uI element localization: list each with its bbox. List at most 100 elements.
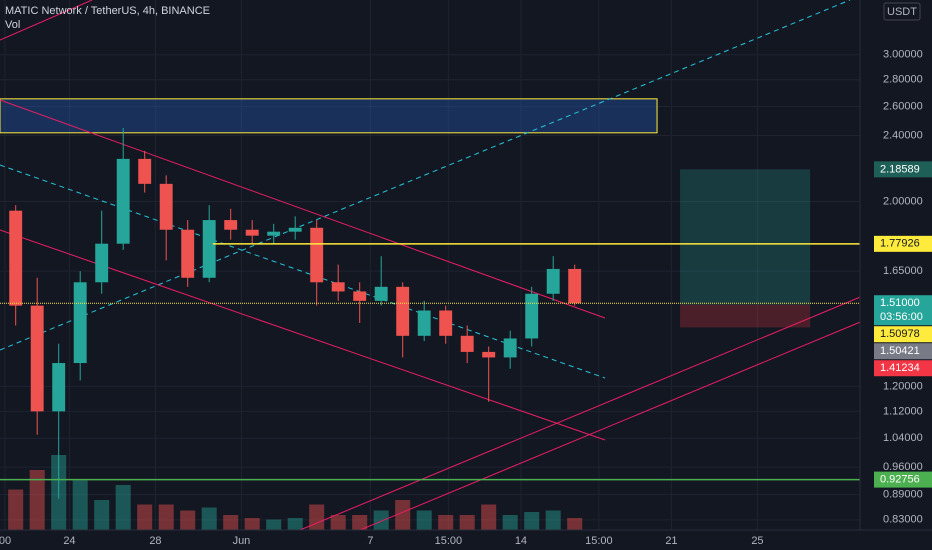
volume-bar xyxy=(287,518,303,530)
candles xyxy=(9,128,582,499)
price-tag xyxy=(874,235,932,252)
candle-body xyxy=(138,158,152,184)
x-tick-label: 24 xyxy=(63,535,75,547)
price-tag-text: 2.18589 xyxy=(880,163,920,175)
chart-title: MATIC Network / TetherUS, 4h, BINANCE xyxy=(5,5,210,17)
y-tick-label: 1.12000 xyxy=(883,405,923,417)
y-tick-label: 1.20000 xyxy=(883,380,923,392)
volume-bar xyxy=(115,485,131,530)
candle-body xyxy=(417,310,431,336)
y-tick-label: 2.00000 xyxy=(883,195,923,207)
volume-bar xyxy=(330,515,346,530)
channel-line xyxy=(0,99,606,319)
y-tick-label: 2.80000 xyxy=(883,74,923,86)
y-tick-label: 0.89000 xyxy=(883,488,923,500)
candle-body xyxy=(482,351,496,358)
x-tick-label: 00 xyxy=(0,535,11,547)
volume-bar xyxy=(373,510,389,530)
x-tick-label: 14 xyxy=(515,535,527,547)
volume-bar xyxy=(502,515,518,530)
volume-bar xyxy=(201,507,217,530)
axis-bg xyxy=(860,0,932,550)
trend-line xyxy=(0,0,851,351)
highlight-box xyxy=(0,98,658,134)
candle-body xyxy=(95,243,109,283)
candle-body xyxy=(503,338,517,358)
y-tick-label: 0.96000 xyxy=(883,461,923,473)
unit[interactable]: USDT xyxy=(887,6,917,18)
price-tag xyxy=(874,343,932,360)
price-tag xyxy=(874,326,932,343)
candle-body xyxy=(568,268,582,304)
volume xyxy=(8,455,583,530)
trend-line xyxy=(299,292,871,531)
price-tag xyxy=(874,360,932,377)
candle-body xyxy=(353,291,367,301)
candle-body xyxy=(310,227,324,283)
levels xyxy=(0,243,860,481)
volume-bar xyxy=(29,470,45,530)
x-tick-label: 21 xyxy=(665,535,677,547)
price-tag-text: 1.50421 xyxy=(880,345,920,357)
price-tag xyxy=(874,295,932,326)
volume-bar xyxy=(481,504,497,530)
candle-body xyxy=(116,158,130,244)
candle-body xyxy=(159,183,173,230)
y-tick-label: 0.83000 xyxy=(883,514,923,526)
candle-body xyxy=(9,210,23,306)
price-tag xyxy=(874,471,932,488)
price-tag xyxy=(874,161,932,178)
position-target xyxy=(680,169,811,305)
volume-bar xyxy=(309,504,325,530)
volume-bar xyxy=(352,515,368,530)
volume-bar xyxy=(524,512,540,530)
candle-body xyxy=(331,282,345,292)
candle-body xyxy=(460,335,474,352)
volume-bar xyxy=(72,480,88,530)
x-tick-label: 7 xyxy=(367,535,373,547)
candle-body xyxy=(374,286,388,301)
candle-body xyxy=(525,293,539,339)
x-tick-label: 28 xyxy=(149,535,161,547)
y-tick-label: 2.60000 xyxy=(883,100,923,112)
x-tick-label: Jun xyxy=(233,535,251,547)
price-tag-text: 1.50978 xyxy=(880,328,920,340)
volume-bar xyxy=(158,504,174,530)
candle-body xyxy=(52,363,66,412)
price-tag-text: 0.92756 xyxy=(880,474,920,486)
candle-body xyxy=(267,231,281,236)
price-tag-text: 1.51000 xyxy=(880,297,920,309)
price-tag-text: 03:56:00 xyxy=(880,311,923,323)
unit-box[interactable] xyxy=(883,2,921,21)
y-tick-label: 3.00000 xyxy=(883,49,923,61)
candle-body xyxy=(288,227,302,232)
volume-bar xyxy=(459,515,475,530)
channel-line xyxy=(0,229,606,441)
candle-body xyxy=(181,229,195,278)
candle-body xyxy=(202,220,216,278)
candle-body xyxy=(73,282,87,364)
volume-bar xyxy=(94,500,110,530)
candle-body xyxy=(30,305,44,412)
trend-line xyxy=(0,0,93,41)
position-stop xyxy=(680,304,811,328)
candle-body xyxy=(396,286,410,336)
price-tag-text: 1.77926 xyxy=(880,238,920,250)
candle-body xyxy=(224,220,238,230)
volume-bar xyxy=(545,510,561,530)
price-tag-text: 1.41234 xyxy=(880,362,920,374)
zones xyxy=(0,98,811,328)
volume-bar xyxy=(438,515,454,530)
candle-body xyxy=(439,310,453,336)
axis-labels: 3.00000 2.80000 2.60000 2.40000 2.00000 1.650… xyxy=(0,49,932,547)
x-tick-label: 15:00 xyxy=(585,535,613,547)
candle-body xyxy=(546,268,560,294)
y-tick-label: 1.04000 xyxy=(883,432,923,444)
x-tick-label: 15:00 xyxy=(435,535,463,547)
candle-body xyxy=(245,229,259,236)
volume-bar xyxy=(567,518,583,530)
